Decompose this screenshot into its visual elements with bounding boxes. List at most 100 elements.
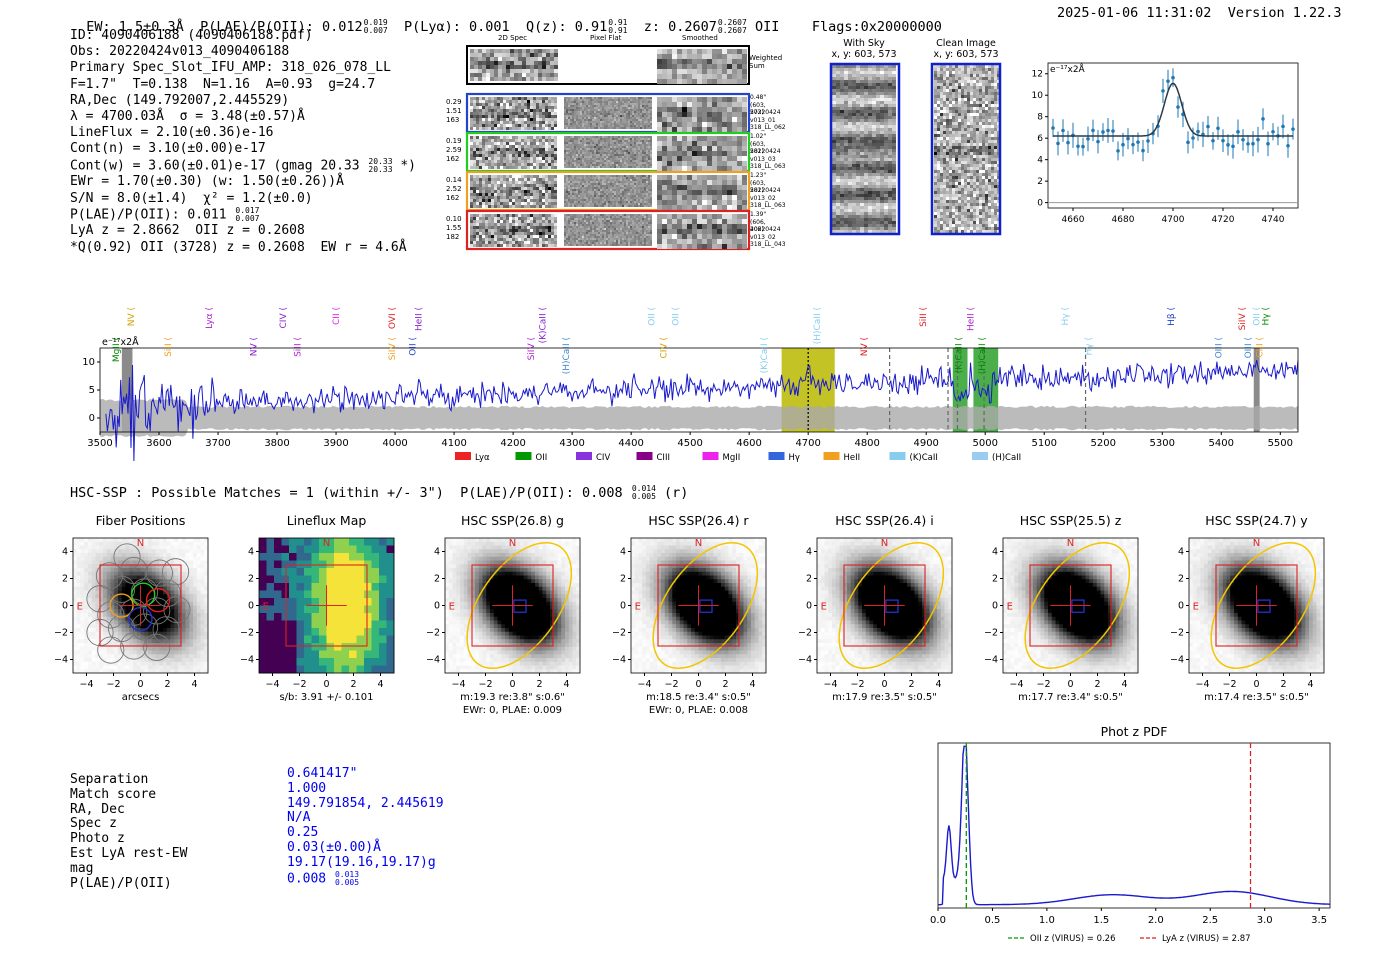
- pixel: [596, 111, 598, 113]
- pixel: [588, 125, 590, 127]
- pixel: [512, 232, 515, 235]
- pixel: [482, 148, 485, 151]
- pixel: [488, 127, 491, 130]
- pixel: [554, 57, 558, 61]
- pixel: [586, 234, 588, 236]
- pixel: [578, 121, 580, 123]
- pixel: [657, 69, 662, 74]
- pixel: [638, 146, 640, 148]
- pixel: [509, 193, 512, 196]
- pixel: [618, 220, 620, 222]
- pixel: [476, 136, 479, 139]
- pixel: [646, 160, 648, 162]
- header-plae: P(LAE)/P(OII): 0.012: [200, 19, 363, 35]
- pixel: [580, 224, 582, 226]
- pixel: [638, 127, 640, 129]
- pixel: [564, 111, 566, 113]
- pixel: [687, 219, 692, 224]
- pixel: [620, 242, 622, 244]
- pixel: [512, 139, 515, 142]
- pixel: [592, 136, 594, 138]
- pixel: [588, 189, 590, 191]
- pixel: [534, 53, 538, 57]
- pixel: [530, 115, 533, 118]
- pixel: [638, 138, 640, 140]
- pixel: [650, 154, 652, 156]
- pixel: [542, 223, 545, 226]
- pixel: [582, 193, 584, 195]
- pixel: [476, 100, 479, 103]
- pixel: [488, 244, 491, 247]
- pixel: [482, 184, 485, 187]
- pixel: [572, 222, 574, 224]
- pixel: [650, 162, 652, 164]
- pixel: [568, 148, 570, 150]
- pixel: [506, 166, 509, 169]
- pixel: [717, 136, 722, 141]
- pixel: [677, 141, 682, 146]
- pixel: [584, 156, 586, 158]
- pixel: [632, 199, 634, 201]
- pixel: [539, 217, 542, 220]
- pixel: [640, 156, 642, 158]
- cutout-right-value: 318_LL_063: [750, 163, 786, 170]
- pixel: [600, 197, 602, 199]
- pixel: [570, 197, 572, 199]
- pixel: [584, 140, 586, 142]
- pixel: [514, 65, 518, 69]
- pixel: [600, 109, 602, 111]
- pixel: [580, 201, 582, 203]
- pixel: [644, 146, 646, 148]
- pixel: [616, 144, 618, 146]
- pixel: [707, 156, 712, 161]
- pixel: [687, 175, 692, 180]
- pixel: [500, 178, 503, 181]
- pixel: [650, 236, 652, 238]
- pixel: [482, 226, 485, 229]
- pixel: [642, 222, 644, 224]
- pixel: [580, 234, 582, 236]
- pixel: [602, 148, 604, 150]
- pixel: [494, 160, 497, 163]
- pixel: [630, 156, 632, 158]
- pixel: [479, 187, 482, 190]
- pixel: [648, 179, 650, 181]
- pixel: [634, 193, 636, 195]
- pixel: [473, 199, 476, 202]
- pixel: [551, 232, 554, 235]
- pixel: [677, 185, 682, 190]
- plae-lo: 0.007: [235, 213, 260, 223]
- pixel: [620, 179, 622, 181]
- pixel: [622, 119, 624, 121]
- pixel: [491, 124, 494, 127]
- pixel: [479, 151, 482, 154]
- pixel: [572, 205, 574, 207]
- pixel: [542, 235, 545, 238]
- pixel: [606, 121, 608, 123]
- pixel: [638, 187, 640, 189]
- pixel: [650, 111, 652, 113]
- pixel: [598, 150, 600, 152]
- pixel: [667, 161, 672, 166]
- pixel: [564, 187, 566, 189]
- pixel: [667, 175, 672, 180]
- pixel: [485, 166, 488, 169]
- pixel: [582, 164, 584, 166]
- pixel: [572, 166, 574, 168]
- pixel: [596, 220, 598, 222]
- pixel: [636, 242, 638, 244]
- pixel: [634, 127, 636, 129]
- pixel: [548, 109, 551, 112]
- pixel: [618, 222, 620, 224]
- pixel: [534, 69, 538, 73]
- pixel: [527, 193, 530, 196]
- pixel: [546, 73, 550, 77]
- pixel: [570, 205, 572, 207]
- pixel: [482, 109, 485, 112]
- pixel: [604, 113, 606, 115]
- pixel: [717, 244, 722, 249]
- pixel: [488, 157, 491, 160]
- pixel: [648, 203, 650, 205]
- sky-pixel: [840, 65, 844, 68]
- pixel: [588, 191, 590, 193]
